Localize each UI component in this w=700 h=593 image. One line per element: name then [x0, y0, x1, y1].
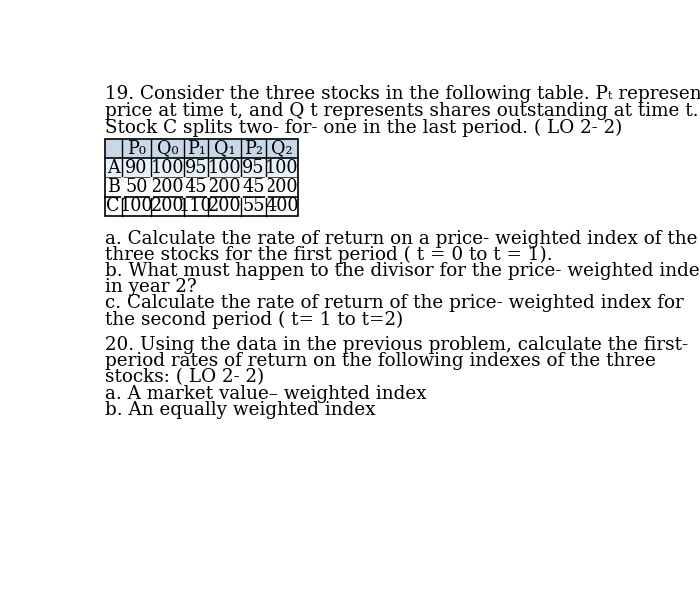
Text: 50: 50 — [125, 178, 148, 196]
Text: 200: 200 — [208, 178, 241, 196]
Text: C: C — [106, 197, 120, 215]
Text: 19. Consider the three stocks in the following table. Pₜ represents: 19. Consider the three stocks in the fol… — [104, 85, 700, 103]
Text: Q₀: Q₀ — [157, 139, 178, 158]
Text: 100: 100 — [120, 197, 153, 215]
Text: c. Calculate the rate of return of the price- weighted index for: c. Calculate the rate of return of the p… — [104, 295, 683, 313]
Text: 90: 90 — [125, 159, 148, 177]
Text: 200: 200 — [150, 197, 184, 215]
Text: P₂: P₂ — [244, 139, 263, 158]
Text: 45: 45 — [185, 178, 207, 196]
Text: 20. Using the data in the previous problem, calculate the first-: 20. Using the data in the previous probl… — [104, 336, 687, 354]
Text: a. Calculate the rate of return on a price- weighted index of the: a. Calculate the rate of return on a pri… — [104, 229, 697, 248]
Text: 100: 100 — [208, 159, 241, 177]
Text: 100: 100 — [150, 159, 184, 177]
Text: the second period ( t= 1 to t=2): the second period ( t= 1 to t=2) — [104, 311, 402, 329]
Text: 100: 100 — [265, 159, 299, 177]
Bar — [104, 158, 298, 177]
Text: 200: 200 — [150, 178, 184, 196]
Text: b. What must happen to the divisor for the price- weighted index: b. What must happen to the divisor for t… — [104, 262, 700, 280]
Text: Stock C splits two- for- one in the last period. ( LO 2- 2): Stock C splits two- for- one in the last… — [104, 119, 622, 137]
Text: 95: 95 — [185, 159, 207, 177]
Text: stocks: ( LO 2- 2): stocks: ( LO 2- 2) — [104, 368, 264, 387]
Text: three stocks for the first period ( t = 0 to t = 1).: three stocks for the first period ( t = … — [104, 246, 552, 264]
Text: 45: 45 — [242, 178, 265, 196]
Text: in year 2?: in year 2? — [104, 278, 196, 296]
Text: price at time t, and Q t represents shares outstanding at time t.: price at time t, and Q t represents shar… — [104, 102, 698, 120]
Text: 55: 55 — [242, 197, 265, 215]
Bar — [104, 139, 298, 216]
Text: b. An equally weighted index: b. An equally weighted index — [104, 401, 375, 419]
Text: 200: 200 — [208, 197, 241, 215]
Text: B: B — [106, 178, 120, 196]
Text: Q₂: Q₂ — [271, 139, 293, 158]
Text: 110: 110 — [179, 197, 213, 215]
Text: Q₁: Q₁ — [214, 139, 235, 158]
Text: 95: 95 — [242, 159, 265, 177]
Text: P₀: P₀ — [127, 139, 146, 158]
Text: P₁: P₁ — [187, 139, 205, 158]
Text: a. A market value– weighted index: a. A market value– weighted index — [104, 384, 426, 403]
Text: 400: 400 — [265, 197, 299, 215]
Bar — [104, 139, 298, 158]
Text: period rates of return on the following indexes of the three: period rates of return on the following … — [104, 352, 655, 370]
Text: 200: 200 — [265, 178, 299, 196]
Text: A: A — [106, 159, 120, 177]
